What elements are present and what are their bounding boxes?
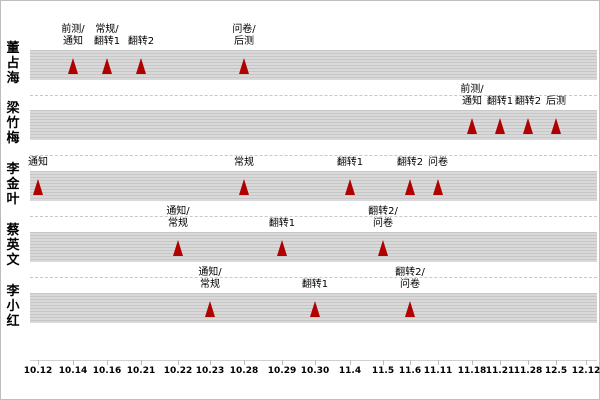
row-separator xyxy=(30,155,597,156)
x-axis-tick-label: 12.5 xyxy=(544,366,568,376)
x-axis-tick xyxy=(500,360,501,365)
person-name: 董占海 xyxy=(6,41,20,86)
x-axis-tick xyxy=(244,360,245,365)
x-axis-tick-label: 11.11 xyxy=(423,366,453,376)
x-axis-tick-label: 10.12 xyxy=(23,366,53,376)
event-marker-triangle-icon xyxy=(345,179,355,195)
event-marker-triangle-icon xyxy=(33,179,43,195)
track-fill xyxy=(30,50,597,80)
timeline-track xyxy=(30,232,597,262)
x-axis-tick xyxy=(438,360,439,365)
event-label: 问卷 xyxy=(428,157,448,168)
event-label: 常规 xyxy=(234,157,254,168)
x-axis-tick xyxy=(383,360,384,365)
event-marker-triangle-icon xyxy=(136,58,146,74)
x-axis-line xyxy=(30,360,597,361)
event-marker-triangle-icon xyxy=(277,240,287,256)
event-label: 翻转1 xyxy=(486,96,514,107)
event-label: 问卷/ 后测 xyxy=(232,24,256,47)
x-axis-tick xyxy=(350,360,351,365)
event-label: 通知 xyxy=(28,157,48,168)
x-axis-tick-label: 10.21 xyxy=(126,366,156,376)
x-axis-tick xyxy=(586,360,587,365)
event-marker-triangle-icon xyxy=(433,179,443,195)
event-label: 通知/ 常规 xyxy=(198,267,222,290)
event-label: 翻转2 xyxy=(396,157,424,168)
event-label: 通知/ 常规 xyxy=(166,206,190,229)
timeline-track xyxy=(30,110,597,140)
x-axis-tick-label: 11.4 xyxy=(338,366,362,376)
event-marker-triangle-icon xyxy=(102,58,112,74)
x-axis-tick xyxy=(73,360,74,365)
x-axis-tick-label: 10.23 xyxy=(195,366,225,376)
x-axis-tick xyxy=(141,360,142,365)
x-axis-tick-label: 10.29 xyxy=(267,366,297,376)
track-fill xyxy=(30,232,597,262)
event-marker-triangle-icon xyxy=(467,118,477,134)
track-fill xyxy=(30,171,597,201)
x-axis-tick-label: 10.30 xyxy=(300,366,330,376)
x-axis-tick-label: 10.22 xyxy=(163,366,193,376)
event-marker-triangle-icon xyxy=(239,58,249,74)
timeline-track xyxy=(30,171,597,201)
x-axis-tick xyxy=(178,360,179,365)
event-marker-triangle-icon xyxy=(205,301,215,317)
x-axis-tick-label: 11.5 xyxy=(371,366,395,376)
x-axis-tick xyxy=(528,360,529,365)
x-axis-tick-label: 11.28 xyxy=(513,366,543,376)
x-axis-tick xyxy=(556,360,557,365)
x-axis-tick-label: 11.18 xyxy=(457,366,487,376)
x-axis-tick-label: 10.14 xyxy=(58,366,88,376)
event-label: 翻转1 xyxy=(268,218,296,229)
event-label: 翻转2/ 问卷 xyxy=(368,206,398,229)
x-axis-tick xyxy=(410,360,411,365)
event-label: 翻转1 xyxy=(301,279,329,290)
x-axis-tick-label: 12.12 xyxy=(571,366,600,376)
row-separator xyxy=(30,95,597,96)
x-axis-tick xyxy=(282,360,283,365)
x-axis-tick-label: 11.6 xyxy=(398,366,422,376)
event-marker-triangle-icon xyxy=(523,118,533,134)
x-axis-tick-label: 11.21 xyxy=(485,366,515,376)
event-label: 常规/ 翻转1 xyxy=(93,24,121,47)
event-label: 翻转2 xyxy=(514,96,542,107)
event-marker-triangle-icon xyxy=(378,240,388,256)
person-name: 李金叶 xyxy=(6,162,20,207)
x-axis-tick-label: 10.28 xyxy=(229,366,259,376)
event-marker-triangle-icon xyxy=(310,301,320,317)
event-label: 翻转2 xyxy=(127,36,155,47)
timeline-track xyxy=(30,50,597,80)
x-axis-tick-label: 10.16 xyxy=(92,366,122,376)
event-label: 前测/ 通知 xyxy=(61,24,85,47)
person-name: 蔡英文 xyxy=(6,223,20,268)
person-name: 梁竹梅 xyxy=(6,101,20,146)
event-marker-triangle-icon xyxy=(495,118,505,134)
x-axis-tick xyxy=(315,360,316,365)
x-axis-tick xyxy=(210,360,211,365)
event-label: 翻转2/ 问卷 xyxy=(395,267,425,290)
event-marker-triangle-icon xyxy=(405,179,415,195)
event-label: 前测/ 通知 xyxy=(460,84,484,107)
row-separator xyxy=(30,277,597,278)
row-separator xyxy=(30,216,597,217)
event-label: 后测 xyxy=(546,96,566,107)
event-marker-triangle-icon xyxy=(68,58,78,74)
event-marker-triangle-icon xyxy=(405,301,415,317)
x-axis-tick xyxy=(107,360,108,365)
track-fill xyxy=(30,110,597,140)
event-marker-triangle-icon xyxy=(239,179,249,195)
x-axis-tick xyxy=(38,360,39,365)
x-axis-tick xyxy=(472,360,473,365)
event-label: 翻转1 xyxy=(336,157,364,168)
event-marker-triangle-icon xyxy=(173,240,183,256)
event-marker-triangle-icon xyxy=(551,118,561,134)
person-name: 李小红 xyxy=(6,284,20,329)
